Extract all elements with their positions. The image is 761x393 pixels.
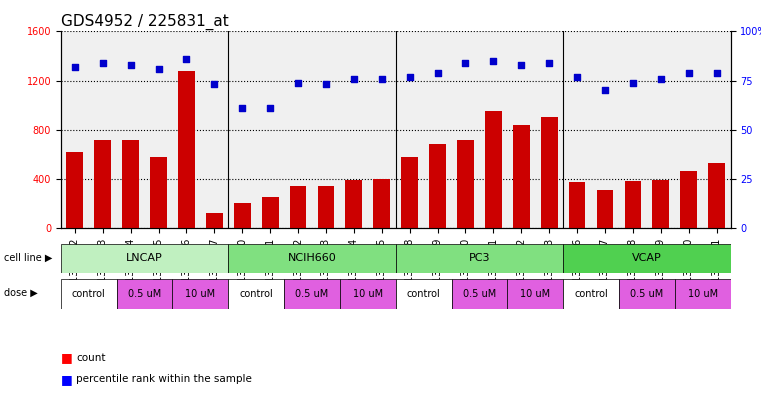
- Bar: [680, 171, 697, 228]
- Point: [320, 81, 332, 88]
- Bar: [429, 144, 446, 228]
- Bar: [541, 118, 558, 228]
- Text: 0.5 uM: 0.5 uM: [630, 289, 664, 299]
- Bar: [178, 71, 195, 228]
- Point: [403, 73, 416, 80]
- Text: ■: ■: [61, 373, 72, 386]
- Point: [264, 105, 276, 111]
- Text: dose ▶: dose ▶: [4, 288, 37, 298]
- Point: [711, 70, 723, 76]
- Text: control: control: [72, 289, 106, 299]
- Bar: [457, 140, 474, 228]
- FancyBboxPatch shape: [396, 279, 451, 309]
- Point: [515, 62, 527, 68]
- FancyBboxPatch shape: [340, 279, 396, 309]
- Point: [292, 79, 304, 86]
- FancyBboxPatch shape: [675, 279, 731, 309]
- Bar: [206, 213, 223, 228]
- FancyBboxPatch shape: [563, 279, 619, 309]
- Point: [180, 56, 193, 62]
- FancyBboxPatch shape: [284, 279, 340, 309]
- Text: 10 uM: 10 uM: [688, 289, 718, 299]
- Bar: [597, 190, 613, 228]
- FancyBboxPatch shape: [173, 279, 228, 309]
- FancyBboxPatch shape: [563, 244, 731, 273]
- Bar: [317, 186, 334, 228]
- Point: [236, 105, 248, 111]
- FancyBboxPatch shape: [508, 279, 563, 309]
- Bar: [708, 163, 725, 228]
- Text: cell line ▶: cell line ▶: [4, 252, 53, 263]
- Point: [654, 75, 667, 82]
- FancyBboxPatch shape: [228, 244, 396, 273]
- Text: percentile rank within the sample: percentile rank within the sample: [76, 374, 252, 384]
- Point: [543, 60, 556, 66]
- Point: [209, 81, 221, 88]
- Point: [571, 73, 583, 80]
- Text: control: control: [239, 289, 273, 299]
- Text: VCAP: VCAP: [632, 253, 662, 263]
- Text: GDS4952 / 225831_at: GDS4952 / 225831_at: [61, 14, 228, 30]
- Text: NCIH660: NCIH660: [288, 253, 336, 263]
- Text: 10 uM: 10 uM: [521, 289, 550, 299]
- Bar: [262, 197, 279, 228]
- Text: count: count: [76, 353, 106, 363]
- FancyBboxPatch shape: [61, 244, 228, 273]
- Bar: [652, 180, 669, 228]
- Bar: [290, 186, 307, 228]
- FancyBboxPatch shape: [451, 279, 508, 309]
- Text: 0.5 uM: 0.5 uM: [295, 289, 329, 299]
- FancyBboxPatch shape: [228, 279, 284, 309]
- Bar: [94, 140, 111, 228]
- Bar: [401, 157, 418, 228]
- Bar: [568, 182, 585, 228]
- Bar: [345, 180, 362, 228]
- Point: [460, 60, 472, 66]
- Text: control: control: [406, 289, 441, 299]
- FancyBboxPatch shape: [116, 279, 173, 309]
- Text: control: control: [574, 289, 608, 299]
- Text: LNCAP: LNCAP: [126, 253, 163, 263]
- Point: [683, 70, 695, 76]
- Text: 10 uM: 10 uM: [353, 289, 383, 299]
- FancyBboxPatch shape: [61, 279, 116, 309]
- Point: [152, 66, 164, 72]
- Bar: [485, 111, 501, 228]
- Point: [487, 58, 499, 64]
- Point: [376, 75, 388, 82]
- Bar: [66, 152, 83, 228]
- Bar: [625, 181, 642, 228]
- Text: 0.5 uM: 0.5 uM: [463, 289, 496, 299]
- FancyBboxPatch shape: [396, 244, 563, 273]
- Text: 0.5 uM: 0.5 uM: [128, 289, 161, 299]
- Text: PC3: PC3: [469, 253, 490, 263]
- Bar: [150, 157, 167, 228]
- Text: 10 uM: 10 uM: [186, 289, 215, 299]
- Point: [599, 87, 611, 94]
- Point: [431, 70, 444, 76]
- Text: ■: ■: [61, 351, 72, 364]
- Point: [97, 60, 109, 66]
- Point: [68, 64, 81, 70]
- Bar: [374, 179, 390, 228]
- Bar: [123, 140, 139, 228]
- FancyBboxPatch shape: [619, 279, 675, 309]
- Bar: [513, 125, 530, 228]
- Bar: [234, 204, 250, 228]
- Point: [627, 79, 639, 86]
- Point: [125, 62, 137, 68]
- Point: [348, 75, 360, 82]
